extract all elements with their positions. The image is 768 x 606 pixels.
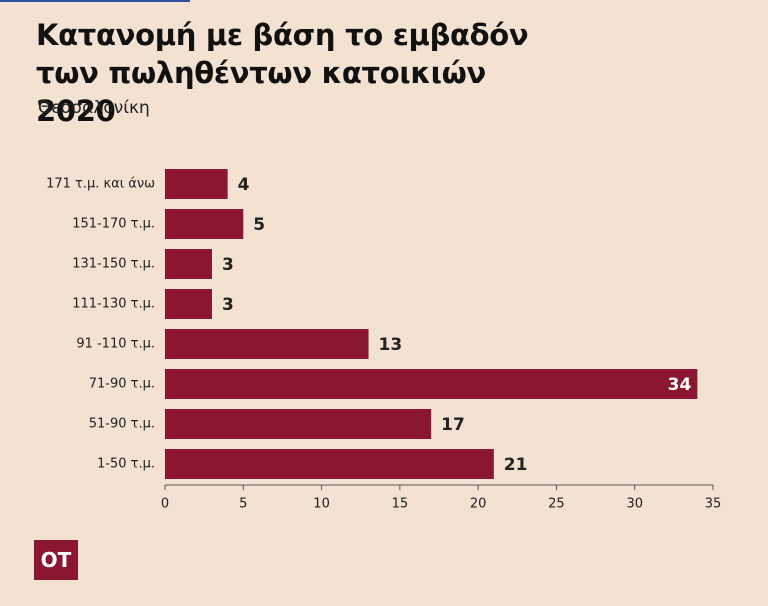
y-tick-label: 1-50 τ.μ. xyxy=(97,457,155,472)
y-tick-label: 71-90 τ.μ. xyxy=(89,377,155,392)
y-tick-label: 91 -110 τ.μ. xyxy=(76,337,155,352)
x-tick-label: 10 xyxy=(313,497,330,512)
bar xyxy=(165,369,698,399)
chart-subtitle: Θεσσαλονίκη xyxy=(38,98,150,118)
x-tick-label: 5 xyxy=(239,497,247,512)
value-label: 13 xyxy=(379,335,403,355)
value-label: 5 xyxy=(253,215,265,235)
chart-title: Κατανομή με βάση το εμβαδόν των πωληθέντ… xyxy=(36,18,529,128)
top-accent xyxy=(0,0,190,2)
x-tick-label: 25 xyxy=(548,497,565,512)
value-label: 4 xyxy=(238,175,250,195)
y-tick-label: 111-130 τ.μ. xyxy=(72,297,155,312)
value-label: 3 xyxy=(222,295,234,315)
y-tick-label: 151-170 τ.μ. xyxy=(72,217,155,232)
bar xyxy=(165,289,212,319)
x-tick-label: 30 xyxy=(626,497,643,512)
bar xyxy=(165,169,228,199)
bar xyxy=(165,249,212,279)
bar xyxy=(165,209,244,239)
x-tick-label: 35 xyxy=(705,497,722,512)
logo: OT xyxy=(34,540,78,580)
value-label: 21 xyxy=(504,455,528,475)
y-tick-label: 131-150 τ.μ. xyxy=(72,257,155,272)
value-label: 3 xyxy=(222,255,234,275)
bar xyxy=(165,449,494,479)
y-tick-label: 171 τ.μ. και άνω xyxy=(46,177,155,192)
x-tick-label: 15 xyxy=(392,497,409,512)
x-tick-label: 20 xyxy=(470,497,487,512)
x-tick-label: 0 xyxy=(161,497,169,512)
bar xyxy=(165,409,432,439)
y-tick-label: 51-90 τ.μ. xyxy=(89,417,155,432)
value-label: 17 xyxy=(441,415,465,435)
bar xyxy=(165,329,369,359)
value-label: 34 xyxy=(668,375,692,395)
